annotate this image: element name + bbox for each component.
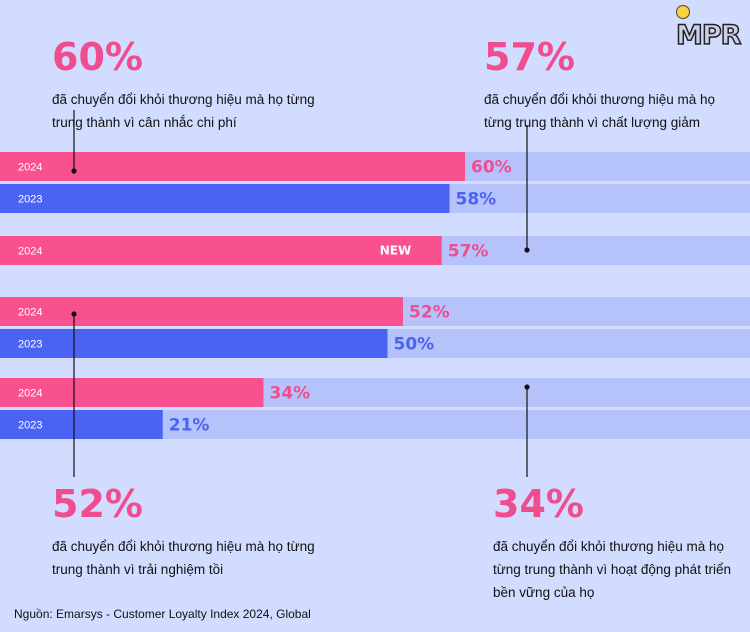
bar-value-label: 58% — [456, 190, 497, 210]
mpr-logo: MPR — [675, 20, 742, 51]
bar-value-label: 34% — [270, 384, 311, 404]
bar-value-label: 52% — [409, 303, 450, 323]
callout-experience-value: 52% — [52, 482, 143, 526]
callout-quality-text: đã chuyển đổi khỏi thương hiệu mà họ từn… — [484, 92, 716, 130]
callout-cost-value: 60% — [52, 35, 143, 79]
connector-dot — [71, 168, 77, 174]
callout-cost: 60% đã chuyển đổi khỏi thương hiệu mà họ… — [52, 38, 322, 134]
bar-2024 — [0, 152, 465, 181]
bar-value-label: 60% — [471, 158, 512, 178]
callout-sustainability-value: 34% — [493, 482, 584, 526]
bar-value-label: 57% — [448, 242, 489, 262]
bar-value-label: 50% — [394, 335, 435, 355]
callout-cost-text: đã chuyển đổi khỏi thương hiệu mà họ từn… — [52, 92, 315, 130]
callout-quality: 57% đã chuyển đổi khỏi thương hiệu mà họ… — [484, 38, 739, 134]
callout-sustainability-text: đã chuyển đổi khỏi thương hiệu mà họ từn… — [493, 539, 731, 600]
connector-dot — [524, 384, 530, 390]
bar-year-label: 2023 — [18, 194, 42, 206]
bar-value-label: 21% — [169, 416, 210, 436]
source-note: Nguồn: Emarsys - Customer Loyalty Index … — [14, 607, 311, 621]
callout-sustainability: 34% đã chuyển đổi khỏi thương hiệu mà họ… — [493, 485, 745, 604]
new-badge: NEW — [380, 244, 411, 258]
bar-year-label: 2024 — [18, 307, 42, 319]
bar-year-label: 2023 — [18, 339, 42, 351]
bar-2023 — [0, 410, 163, 439]
callout-quality-value: 57% — [484, 35, 575, 79]
bar-year-label: 2023 — [18, 420, 42, 432]
lightbulb-icon — [676, 5, 690, 19]
bar-year-label: 2024 — [18, 246, 42, 258]
callout-experience-text: đã chuyển đổi khỏi thương hiệu mà họ từn… — [52, 539, 315, 577]
bar-2023 — [0, 184, 450, 213]
bar-2024 — [0, 378, 264, 407]
bar-2024 — [0, 236, 442, 265]
bar-year-label: 2024 — [18, 162, 42, 174]
callout-experience: 52% đã chuyển đổi khỏi thương hiệu mà họ… — [52, 485, 322, 581]
connector-dot — [71, 311, 77, 317]
bar-year-label: 2024 — [18, 388, 42, 400]
bar-2023 — [0, 329, 388, 358]
connector-dot — [524, 247, 530, 253]
bar-2024 — [0, 297, 403, 326]
